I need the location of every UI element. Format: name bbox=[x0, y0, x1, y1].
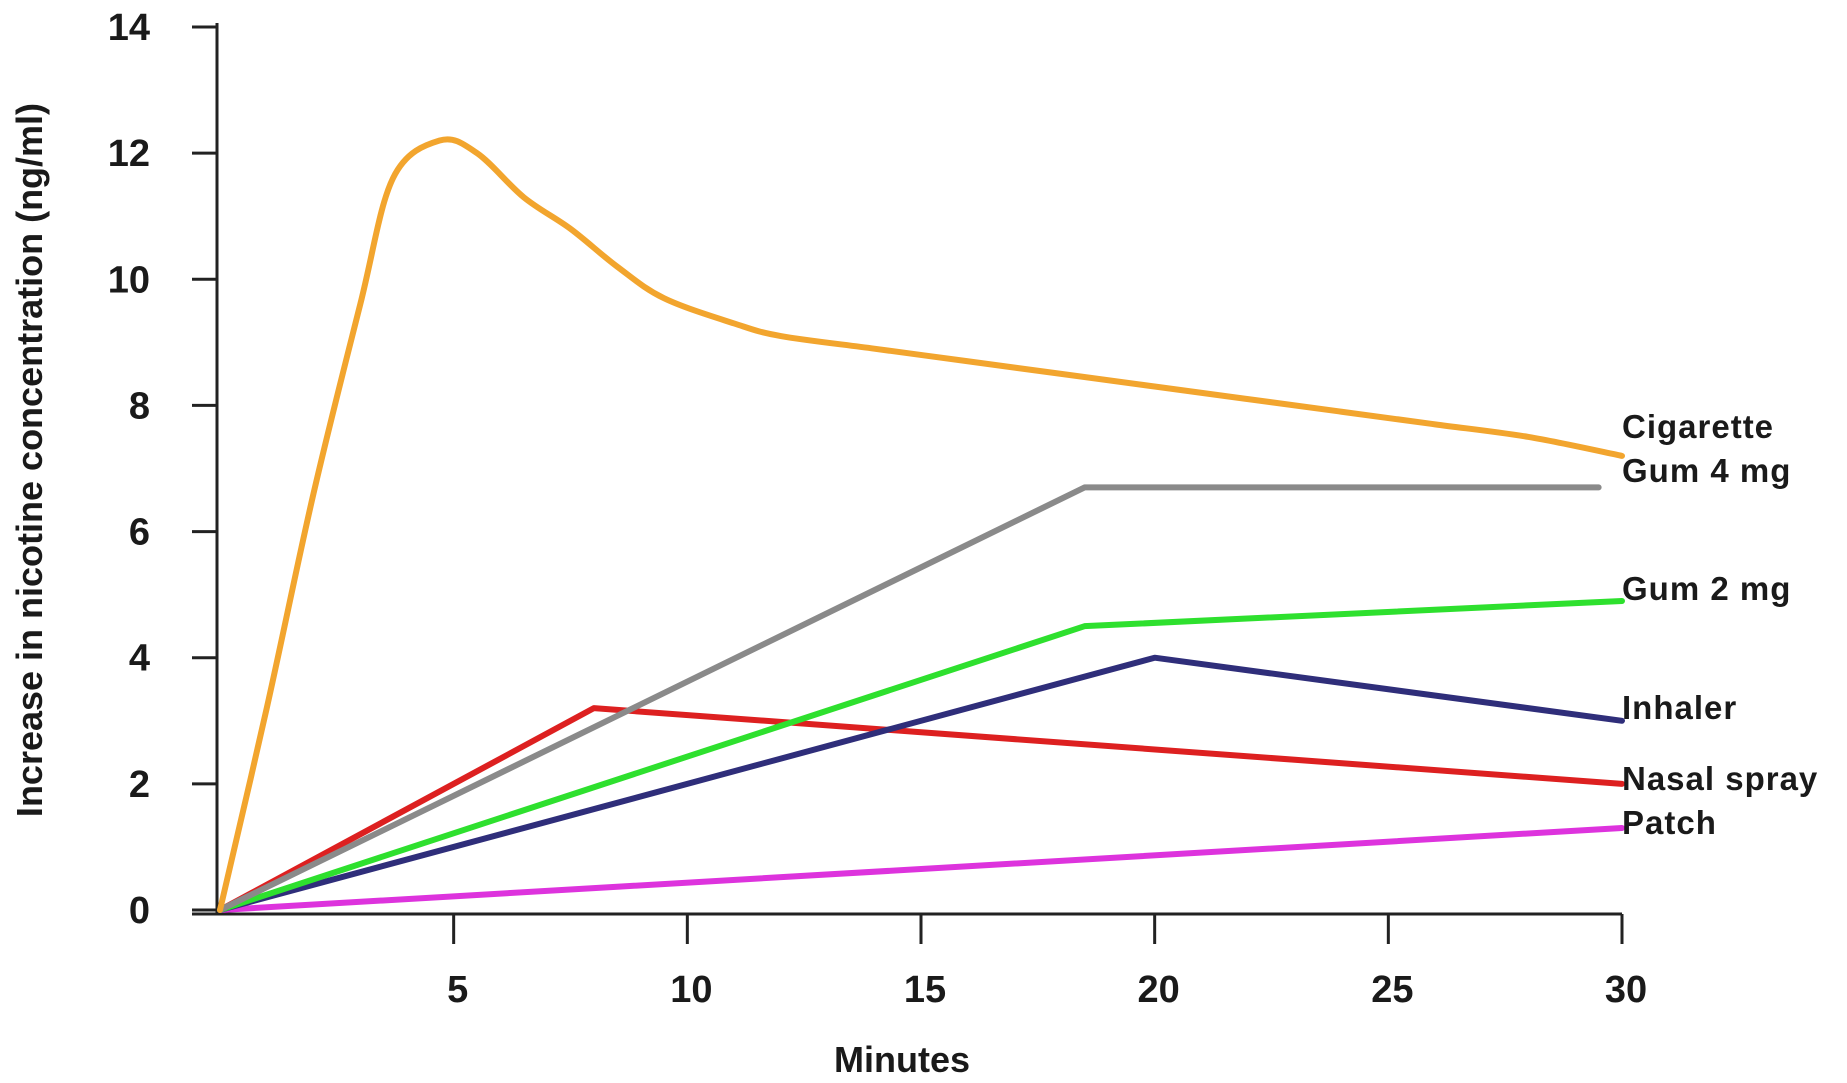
x-tick-label-30: 30 bbox=[1605, 969, 1647, 1011]
axes bbox=[192, 23, 1622, 916]
legend-label-cigarette: Cigarette bbox=[1622, 408, 1774, 445]
x-tick-label-10: 10 bbox=[670, 969, 712, 1011]
legend-label-nasal-spray: Nasal spray bbox=[1622, 760, 1818, 797]
x-tick-label-25: 25 bbox=[1371, 969, 1413, 1011]
legend-labels: Cigarette Gum 4 mg Gum 2 mg Inhaler Nasal sp… bbox=[1622, 408, 1818, 841]
legend-label-gum-2-mg: Gum 2 mg bbox=[1622, 570, 1791, 607]
legend-label-gum-4-mg: Gum 4 mg bbox=[1622, 452, 1791, 489]
y-tick-label-10: 10 bbox=[108, 259, 150, 301]
y-tick-label-8: 8 bbox=[129, 385, 150, 427]
y-tick-label-0: 0 bbox=[129, 890, 150, 932]
y-tick-label-12: 12 bbox=[108, 133, 150, 175]
series-line-nasal-spray bbox=[217, 705, 1625, 913]
x-tick-label-20: 20 bbox=[1138, 969, 1180, 1011]
y-tick-label-14: 14 bbox=[108, 7, 150, 49]
legend-label-inhaler: Inhaler bbox=[1622, 689, 1737, 726]
y-tick-label-2: 2 bbox=[129, 764, 150, 806]
series-lines bbox=[217, 136, 1625, 913]
x-tick-label-5: 5 bbox=[447, 969, 468, 1011]
series-line-gum-2-mg bbox=[217, 597, 1625, 913]
series-line-gum-4-mg bbox=[217, 484, 1602, 913]
y-tick-label-4: 4 bbox=[129, 638, 150, 680]
legend-label-patch: Patch bbox=[1622, 804, 1717, 841]
x-tick-label-15: 15 bbox=[904, 969, 946, 1011]
x-axis-title: Minutes bbox=[834, 1039, 970, 1080]
y-axis-title: Increase in nicotine concentration (ng/m… bbox=[9, 103, 50, 817]
series-line-cigarette bbox=[217, 136, 1625, 913]
x-ticks: 5 10 15 20 25 30 bbox=[447, 914, 1647, 1011]
series-line-inhaler bbox=[217, 654, 1625, 913]
y-ticks: 0 2 4 6 8 10 12 14 bbox=[108, 7, 217, 932]
y-tick-label-6: 6 bbox=[129, 512, 150, 554]
series-line-patch bbox=[217, 825, 1625, 913]
